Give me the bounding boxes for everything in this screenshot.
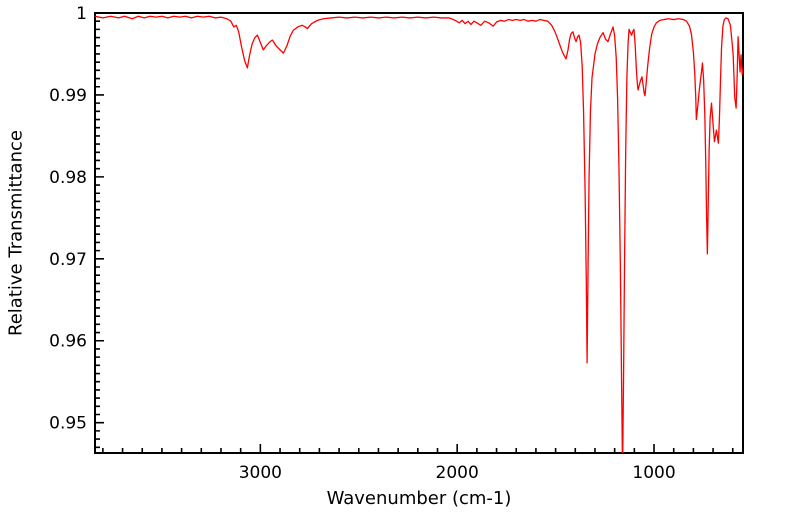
plot-frame xyxy=(94,12,744,454)
x-tick-label: 1000 xyxy=(632,463,675,483)
x-tick-label: 3000 xyxy=(239,463,282,483)
x-axis-ticks xyxy=(102,444,734,453)
y-tick-label: 0.99 xyxy=(49,86,87,106)
x-tick-label: 2000 xyxy=(436,463,479,483)
x-axis-title: Wavenumber (cm-1) xyxy=(326,488,512,509)
y-tick-label: 0.96 xyxy=(49,332,87,352)
y-axis-ticks xyxy=(95,12,104,449)
y-tick-label: 1 xyxy=(76,4,87,24)
y-axis-title: Relative Transmittance xyxy=(5,130,27,336)
y-tick-label: 0.95 xyxy=(49,414,87,434)
spectrum-line xyxy=(95,15,743,453)
y-tick-label: 0.98 xyxy=(49,168,87,188)
y-tick-label: 0.97 xyxy=(49,250,87,270)
